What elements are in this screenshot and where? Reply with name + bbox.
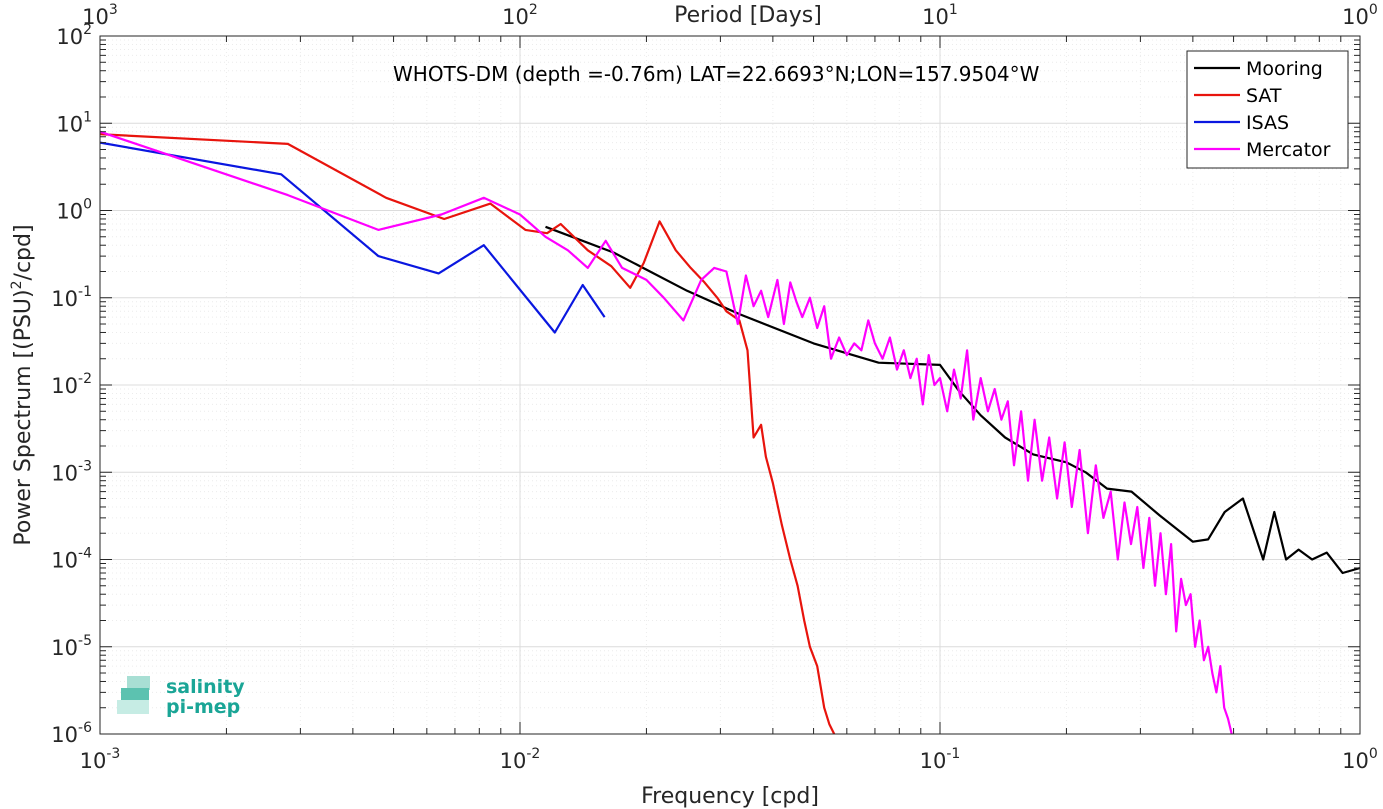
y-axis-label-exponent: 2	[9, 280, 25, 289]
y-tick-label-base: 10	[51, 461, 78, 485]
y-tick-label-base: 10	[51, 374, 78, 398]
legend-label-mercator: Mercator	[1246, 139, 1331, 161]
x-tick-label: 100	[1342, 746, 1378, 773]
top-tick-label-exponent: 0	[1369, 2, 1378, 18]
x-tick-label-base: 10	[1342, 749, 1369, 773]
top-tick-label: 102	[502, 2, 538, 29]
y-tick-label-exponent: -2	[78, 371, 92, 387]
legend-label-sat: SAT	[1246, 85, 1282, 107]
chart-annotation: WHOTS-DM (depth =-0.76m) LAT=22.6693°N;L…	[393, 62, 1040, 86]
logo-layer-back	[127, 676, 150, 690]
legend: Mooring SAT ISAS Mercator	[1186, 50, 1349, 169]
x-tick-label-exponent: -2	[526, 746, 540, 762]
series-line-sat	[100, 133, 836, 734]
top-tick-label: 101	[922, 2, 958, 29]
y-tick-label-base: 10	[51, 723, 78, 747]
legend-label-isas: ISAS	[1246, 112, 1289, 134]
y-tick-label-exponent: 0	[83, 197, 92, 213]
top-tick-labels: 103 102 101 100	[82, 2, 1378, 29]
series-line-isas	[100, 141, 606, 334]
y-axis-label: Power Spectrum [(PSU)2/cpd]	[9, 224, 36, 545]
x-tick-labels: 10-3 10-2 10-1 100	[80, 746, 1378, 773]
y-tick-label: 10-5	[51, 633, 92, 660]
y-tick-label-exponent: 2	[83, 22, 92, 38]
x-tick-label-exponent: -3	[106, 746, 120, 762]
y-tick-label-exponent: -1	[78, 284, 92, 300]
top-tick-label-base: 10	[1342, 5, 1369, 29]
logo-layer-mid	[121, 688, 149, 702]
series-line-mercator	[100, 130, 1233, 734]
y-tick-label: 10-6	[51, 720, 92, 747]
x-tick-label: 10-2	[500, 746, 541, 773]
legend-label-mooring: Mooring	[1246, 58, 1323, 80]
x-tick-label-base: 10	[500, 749, 527, 773]
y-tick-label-exponent: -6	[78, 720, 92, 736]
x-tick-label-exponent: 0	[1369, 746, 1378, 762]
y-axis-label-main: Power Spectrum [(PSU)	[11, 289, 36, 545]
y-axis-label-unit: /cpd]	[11, 224, 36, 280]
y-tick-label-base: 10	[56, 200, 83, 224]
y-tick-label-exponent: -5	[78, 633, 92, 649]
y-tick-label-exponent: -3	[78, 458, 92, 474]
x-tick-label-base: 10	[920, 749, 947, 773]
y-tick-label-base: 10	[56, 25, 83, 49]
series-line-mooring	[545, 225, 1360, 575]
top-tick-label-base: 10	[502, 5, 529, 29]
y-tick-label: 10-1	[51, 284, 92, 311]
y-tick-label: 10-4	[51, 546, 92, 573]
y-tick-label: 102	[56, 22, 92, 49]
y-tick-label: 10-2	[51, 371, 92, 398]
ticks	[99, 35, 1361, 735]
y-tick-label-exponent: -4	[78, 546, 92, 562]
top-tick-label: 100	[1342, 2, 1378, 29]
x-tick-label-base: 10	[80, 749, 107, 773]
x-tick-label: 10-3	[80, 746, 121, 773]
x-tick-label: 10-1	[920, 746, 961, 773]
x-axis-label: Frequency [cpd]	[641, 784, 819, 809]
logo-text-salinity: salinity	[166, 676, 245, 698]
x-tick-label-exponent: -1	[946, 746, 960, 762]
top-tick-label: 103	[82, 2, 118, 29]
salinity-pi-mep-logo: salinity pi-mep	[117, 676, 245, 718]
logo-text-pi-mep: pi-mep	[166, 696, 240, 718]
y-tick-label-base: 10	[56, 112, 83, 136]
y-tick-label: 100	[56, 197, 92, 224]
top-tick-label-base: 10	[922, 5, 949, 29]
logo-layer-front	[117, 700, 149, 714]
top-tick-label-exponent: 3	[109, 2, 118, 18]
y-tick-label-base: 10	[51, 636, 78, 660]
top-axis-label: Period [Days]	[674, 3, 822, 28]
y-tick-label: 10-3	[51, 458, 92, 485]
y-tick-label-exponent: 1	[83, 109, 92, 125]
y-tick-label-base: 10	[51, 549, 78, 573]
top-tick-label-base: 10	[82, 5, 109, 29]
top-tick-label-exponent: 2	[529, 2, 538, 18]
y-tick-label-base: 10	[51, 287, 78, 311]
y-tick-label: 101	[56, 109, 92, 136]
series-lines	[100, 130, 1360, 734]
top-tick-label-exponent: 1	[949, 2, 958, 18]
